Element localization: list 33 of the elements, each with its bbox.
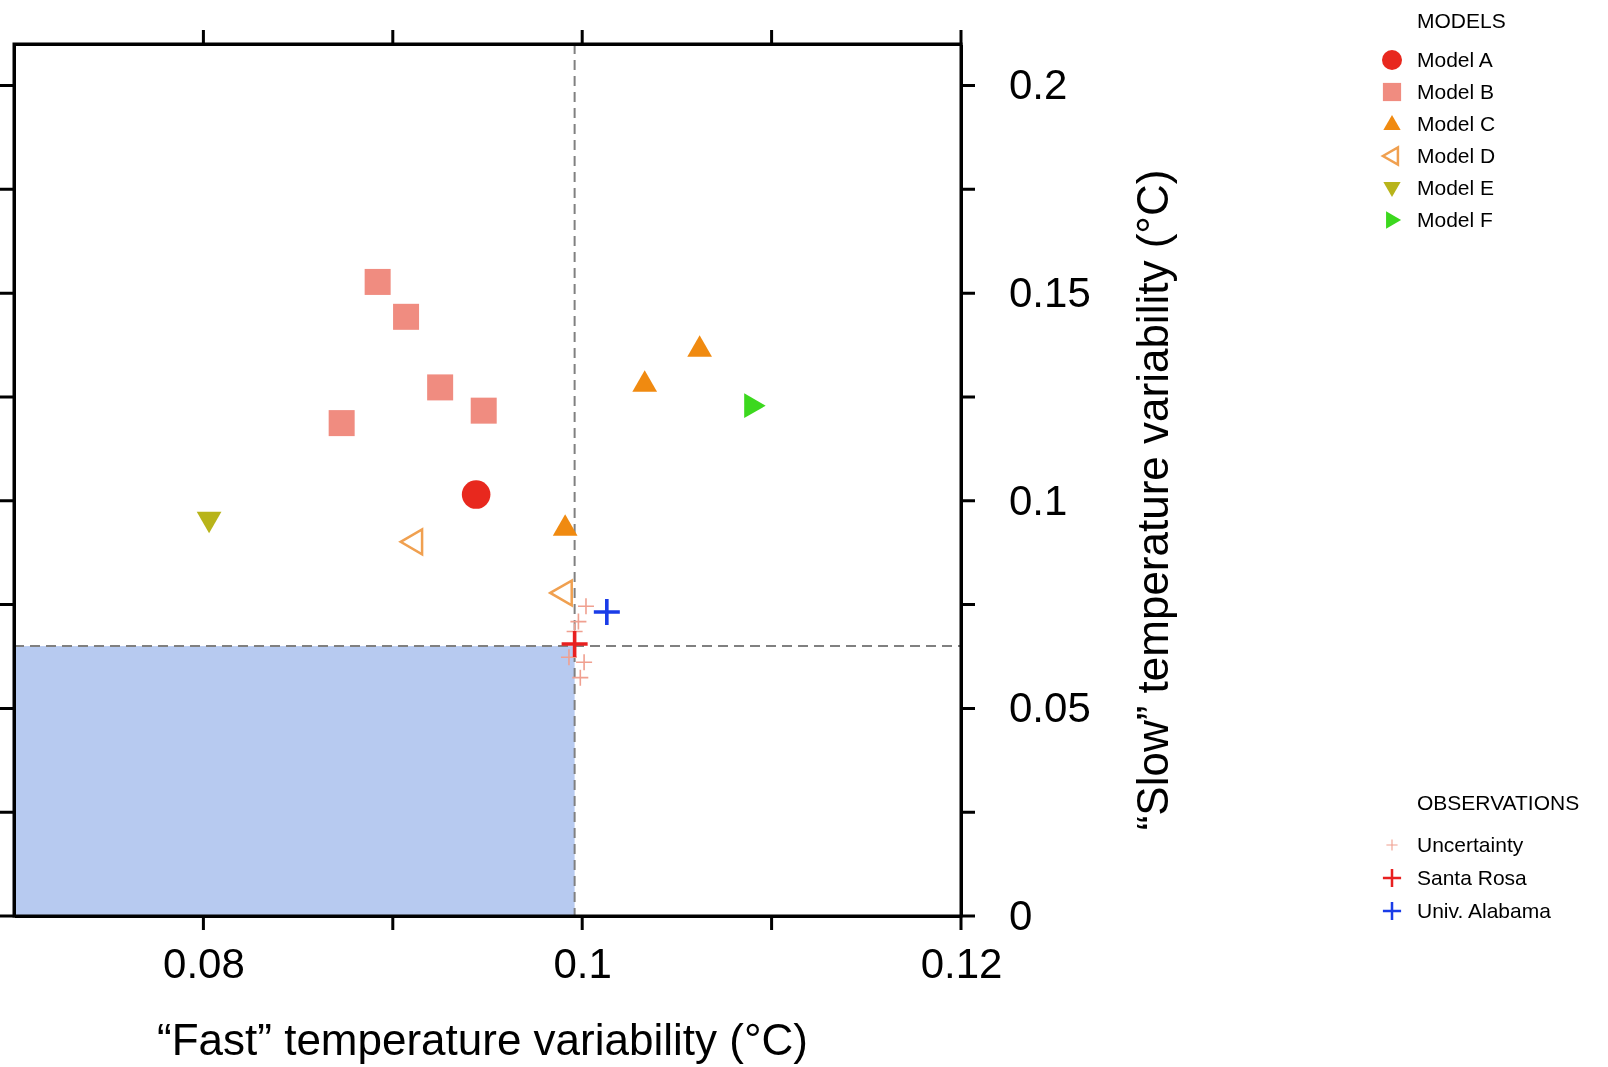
legend-label: Model A xyxy=(1417,48,1493,72)
point xyxy=(328,410,355,437)
y-tick-label: 0.2 xyxy=(1009,61,1068,109)
y-tick-label: 0.15 xyxy=(1009,269,1091,317)
y-tick-label: 0.05 xyxy=(1009,684,1091,732)
legend-label: Uncertainty xyxy=(1417,833,1524,857)
legend-label: Santa Rosa xyxy=(1417,866,1528,890)
point xyxy=(364,268,391,295)
legend-label: Univ. Alabama xyxy=(1417,899,1552,923)
point xyxy=(427,374,454,401)
legend-label: Model E xyxy=(1417,176,1495,200)
point xyxy=(560,649,577,666)
x-tick-label: 0.12 xyxy=(920,939,1003,987)
legend-title: MODELS xyxy=(1417,9,1506,32)
y-tick-label: 0 xyxy=(1009,891,1033,939)
point xyxy=(593,599,620,626)
legend-label: Model C xyxy=(1417,112,1496,136)
point xyxy=(399,528,424,556)
y-axis-title: “Slow” temperature variability (°C) xyxy=(1128,169,1177,831)
legend-label: Model B xyxy=(1417,80,1495,104)
x-tick-label: 0.1 xyxy=(553,939,612,987)
legend-label: Model F xyxy=(1417,208,1493,232)
point xyxy=(461,480,491,509)
point xyxy=(576,654,593,671)
point xyxy=(393,303,420,330)
point xyxy=(470,397,497,424)
x-axis-title: “Fast” temperature variability (°C) xyxy=(157,1015,808,1064)
point xyxy=(577,598,594,615)
point xyxy=(561,631,588,658)
legend-label: Model D xyxy=(1417,144,1496,168)
x-tick-label: 0.08 xyxy=(163,939,245,987)
text: OBSERVATIONS xyxy=(1417,791,1580,814)
y-tick-label: 0.1 xyxy=(1009,476,1068,524)
